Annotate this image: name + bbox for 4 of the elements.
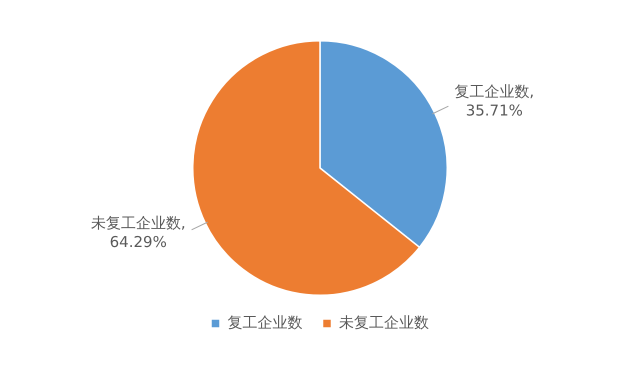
legend-label: 未复工企业数 xyxy=(339,313,429,332)
data-label: 复工企业数, 35.71% xyxy=(454,82,534,120)
data-label: 未复工企业数, 64.29% xyxy=(90,214,186,252)
legend-label: 复工企业数 xyxy=(228,313,302,332)
